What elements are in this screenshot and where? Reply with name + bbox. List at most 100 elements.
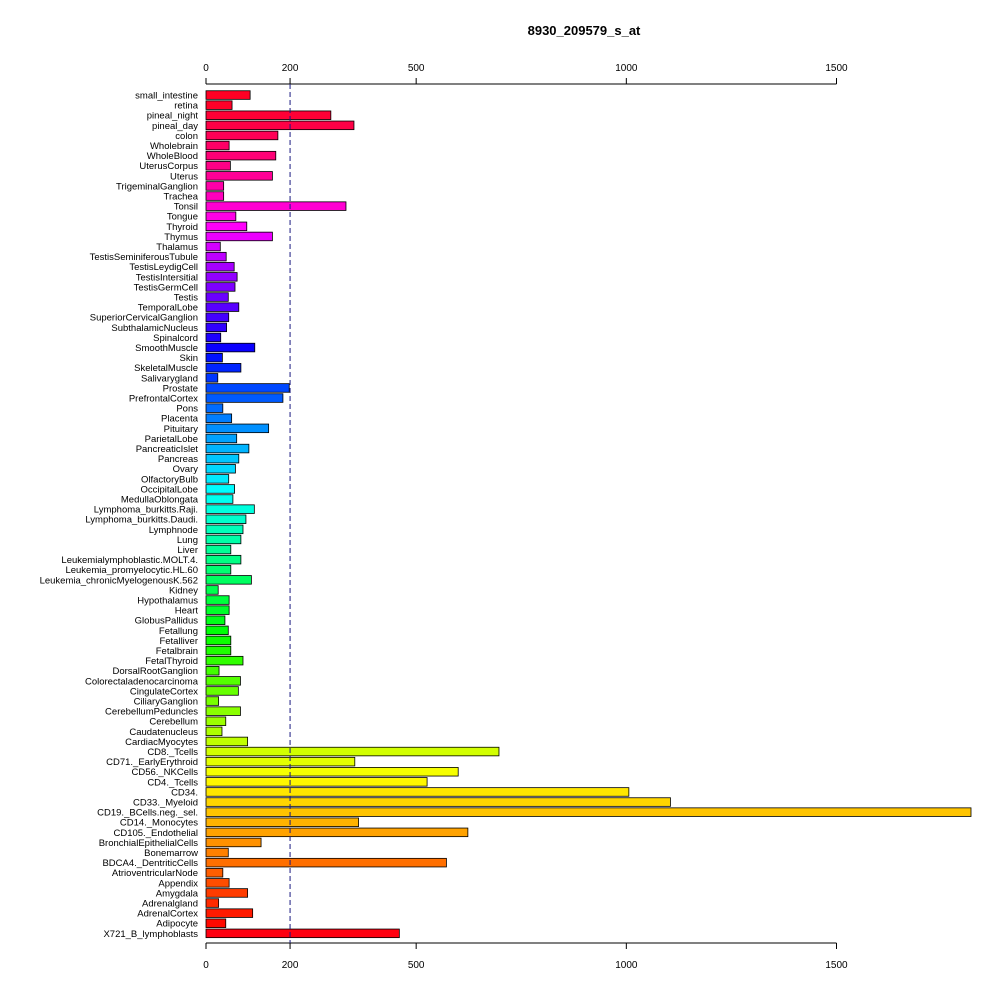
category-label: Trachea bbox=[164, 191, 199, 202]
bottom-tick-label: 500 bbox=[408, 960, 425, 971]
category-label: Spinalcord bbox=[153, 333, 198, 344]
category-label: Adipocyte bbox=[156, 919, 198, 930]
category-label: Lymphoma_burkitts.Daudi. bbox=[85, 515, 198, 526]
category-label: Placenta bbox=[161, 414, 199, 425]
bar bbox=[205, 868, 224, 878]
category-label: Skin bbox=[180, 353, 198, 364]
bar bbox=[205, 736, 249, 747]
bar bbox=[205, 373, 219, 383]
category-label: Colorectaladenocarcinoma bbox=[85, 676, 199, 687]
bar bbox=[205, 554, 242, 565]
bar bbox=[205, 847, 229, 858]
bar bbox=[205, 251, 227, 262]
category-label: CD34. bbox=[171, 787, 198, 798]
category-label: Pituitary bbox=[164, 424, 199, 435]
bar bbox=[205, 201, 347, 211]
bar bbox=[205, 696, 220, 706]
bar bbox=[205, 342, 256, 353]
top-tick-label: 0 bbox=[203, 63, 209, 74]
category-label: TestisGermCell bbox=[134, 282, 198, 293]
bar bbox=[205, 181, 225, 191]
bar bbox=[205, 171, 273, 181]
bar bbox=[205, 928, 400, 939]
category-label: CD105._Endothelial bbox=[113, 828, 198, 839]
bar bbox=[205, 100, 233, 110]
category-label: Bonemarrow bbox=[144, 848, 198, 859]
bars-group bbox=[205, 90, 972, 939]
category-label: BronchialEpithelialCells bbox=[99, 838, 199, 849]
bar bbox=[205, 746, 500, 757]
top-tick-label: 1000 bbox=[615, 63, 638, 74]
bar bbox=[205, 161, 231, 171]
category-label: Adrenalgland bbox=[142, 898, 198, 909]
top-tick-label: 200 bbox=[282, 63, 299, 74]
category-label: MedullaOblongata bbox=[121, 494, 199, 505]
bar bbox=[205, 413, 233, 423]
category-label: retina bbox=[174, 101, 198, 112]
bar bbox=[205, 140, 230, 151]
bar bbox=[205, 474, 230, 484]
category-label: Lymphoma_burkitts.Raji. bbox=[94, 505, 198, 516]
category-label: colon bbox=[175, 131, 198, 142]
category-label: Fetallung bbox=[159, 626, 198, 637]
bar bbox=[205, 817, 359, 827]
bar bbox=[205, 676, 241, 686]
category-label: Fetalbrain bbox=[156, 646, 198, 657]
bar bbox=[205, 807, 972, 817]
bar bbox=[205, 837, 262, 848]
bar bbox=[205, 544, 232, 555]
category-label: Thymus bbox=[164, 232, 198, 243]
category-label: Amygdala bbox=[156, 888, 199, 899]
category-label: Testis bbox=[174, 292, 199, 303]
category-label: Tonsil bbox=[174, 202, 198, 213]
top-tick-label: 500 bbox=[408, 63, 425, 74]
category-label: SmoothMuscle bbox=[135, 343, 198, 354]
category-label: Hypothalamus bbox=[137, 595, 198, 606]
category-label: TestisLeydigCell bbox=[129, 262, 198, 273]
bar bbox=[205, 908, 254, 918]
category-label: CD14._Monocytes bbox=[120, 818, 198, 829]
bar bbox=[205, 504, 255, 514]
bar bbox=[205, 625, 229, 636]
category-label: PancreaticIslet bbox=[136, 444, 199, 455]
category-label: small_intestine bbox=[135, 90, 198, 101]
bar bbox=[205, 464, 236, 474]
category-label: Ovary bbox=[173, 464, 199, 475]
bar bbox=[205, 888, 249, 898]
category-label: Salivarygland bbox=[141, 373, 198, 384]
bar bbox=[205, 575, 252, 585]
bar bbox=[205, 726, 223, 737]
bar bbox=[205, 262, 235, 272]
category-label: CD56._NKCells bbox=[131, 767, 198, 778]
category-label: Thyroid bbox=[166, 222, 198, 233]
bar bbox=[205, 666, 220, 676]
bar bbox=[205, 534, 242, 545]
bar bbox=[205, 423, 270, 434]
category-label: CD33._Myeloid bbox=[133, 797, 198, 808]
bar bbox=[205, 777, 428, 787]
bar bbox=[205, 595, 230, 605]
category-label: CingulateCortex bbox=[130, 686, 198, 697]
bar bbox=[205, 363, 242, 373]
bar bbox=[205, 615, 226, 625]
category-label: SuperiorCervicalGanglion bbox=[90, 313, 198, 324]
category-label: Heart bbox=[175, 606, 199, 617]
category-label: DorsalRootGanglion bbox=[112, 666, 198, 677]
bar bbox=[205, 524, 244, 535]
bar bbox=[205, 585, 219, 595]
category-label: Liver bbox=[177, 545, 198, 556]
category-label: Pancreas bbox=[158, 454, 198, 465]
category-label: pineal_day bbox=[152, 121, 198, 132]
bar bbox=[205, 827, 469, 838]
category-label: OccipitalLobe bbox=[140, 484, 198, 495]
category-label: pineal_night bbox=[147, 111, 199, 122]
category-label: WholeBlood bbox=[147, 151, 198, 162]
category-label: SkeletalMuscle bbox=[134, 363, 198, 374]
bar bbox=[205, 716, 227, 726]
bar bbox=[205, 797, 671, 807]
bar bbox=[205, 767, 459, 777]
category-label: BDCA4._DentriticCells bbox=[102, 858, 198, 869]
category-labels: small_intestineretinapineal_nightpineal_… bbox=[40, 90, 199, 939]
bottom-tick-label: 200 bbox=[282, 960, 299, 971]
